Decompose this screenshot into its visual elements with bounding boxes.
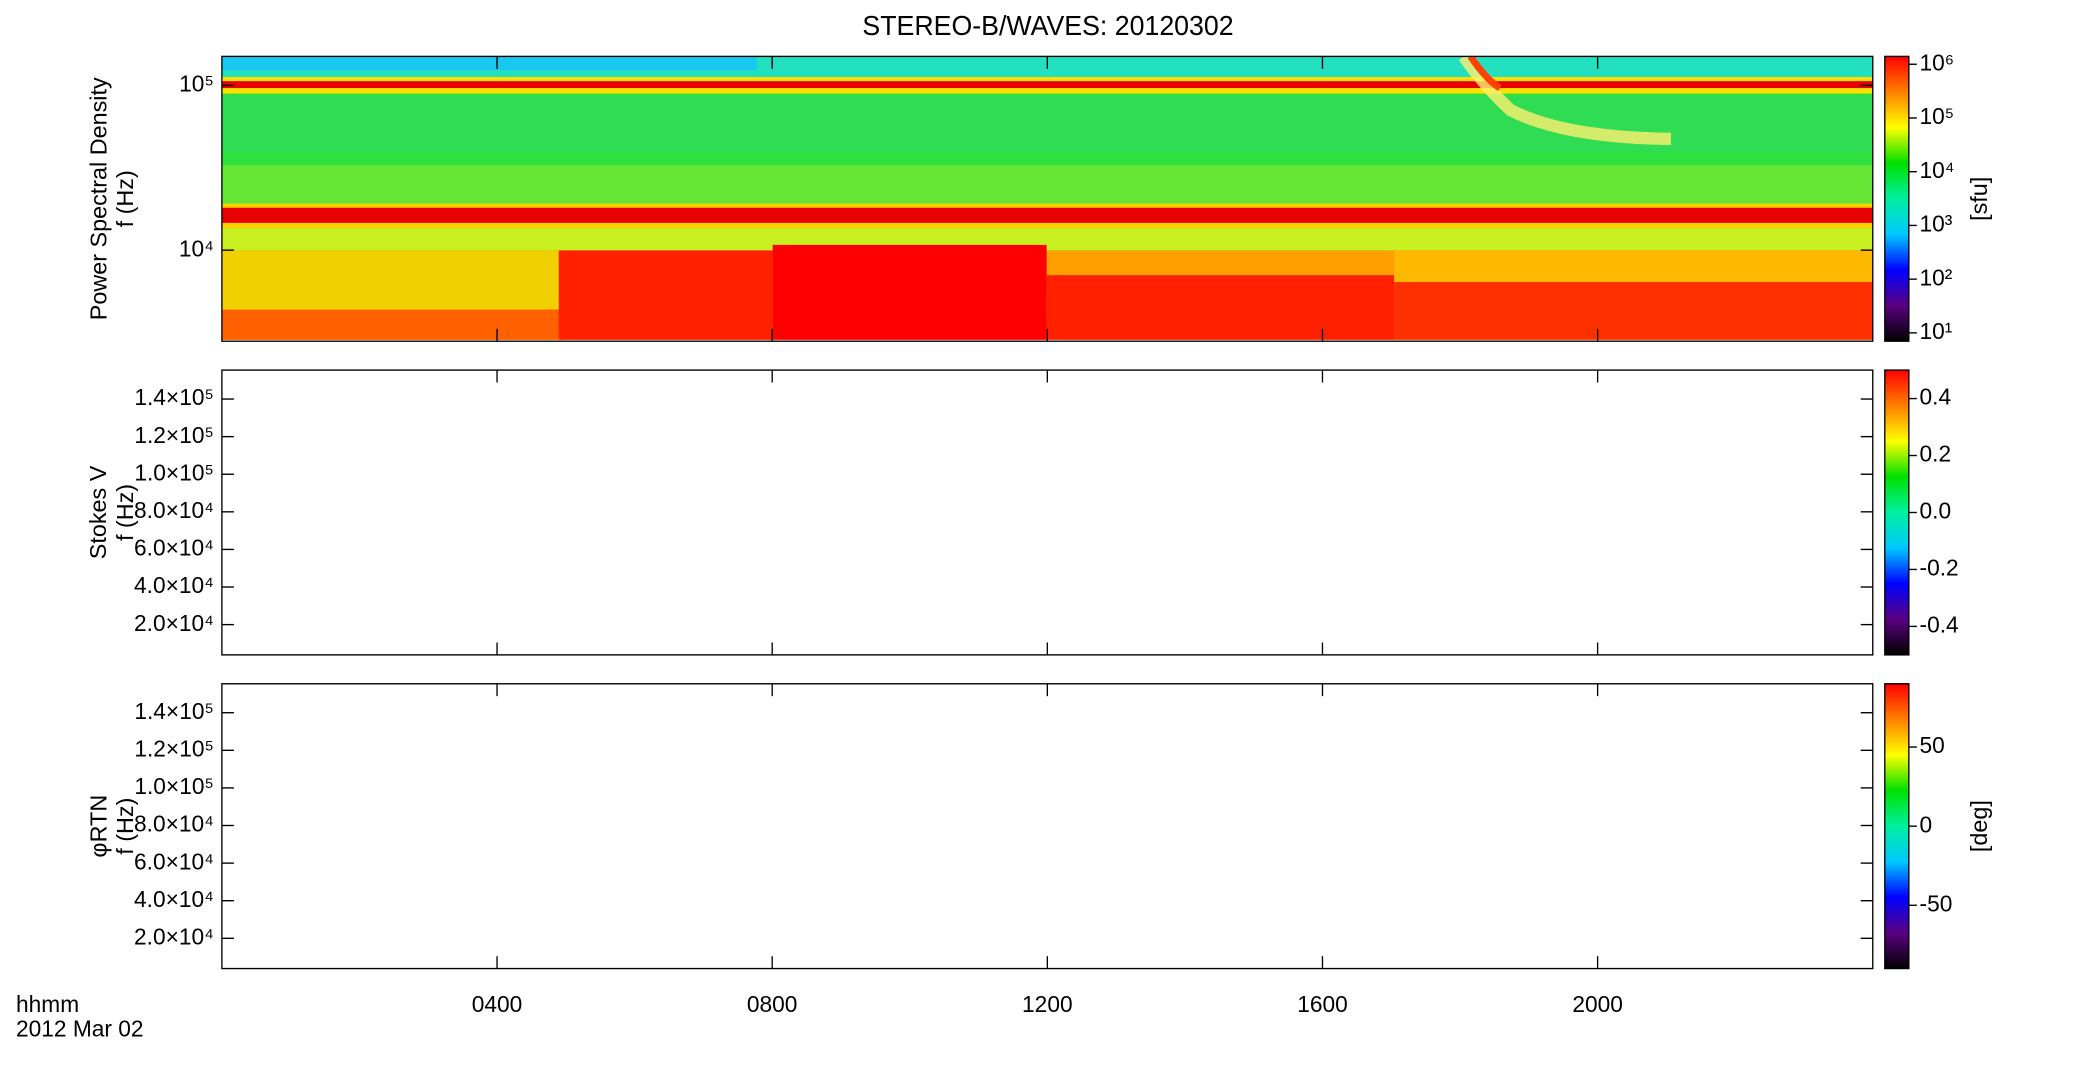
colorbar-label: [deg]: [1966, 800, 1992, 852]
y-tick-label: 10⁴: [179, 235, 214, 261]
colorbar-tick-label: 10⁵: [1920, 103, 1955, 129]
y-tick-label: 8.0×10⁴: [134, 497, 214, 523]
colorbar-tick-label: 0.4: [1920, 383, 1952, 409]
colorbar-label: [sfu]: [1966, 177, 1992, 221]
y-axis-label: Stokes V: [86, 465, 112, 559]
x-tick-label: 2000: [1572, 991, 1623, 1017]
y-axis-label: f (Hz): [112, 170, 138, 227]
chart-title: STEREO-B/WAVES: 20120302: [862, 9, 1233, 40]
y-tick-label: 4.0×10⁴: [134, 886, 214, 912]
y-axis-label: f (Hz): [112, 484, 138, 541]
colorbar-tick-label: 10⁴: [1920, 157, 1955, 183]
colorbar: [1884, 55, 1910, 342]
x-tick-label: 1200: [1022, 991, 1073, 1017]
y-tick-label: 2.0×10⁴: [134, 609, 214, 635]
colorbar-tick-label: 10¹: [1920, 318, 1953, 344]
colorbar-tick-label: 10⁶: [1920, 49, 1955, 75]
colorbar: [1884, 683, 1910, 970]
y-axis-label: f (Hz): [112, 798, 138, 855]
y-tick-label: 1.0×10⁵: [134, 459, 214, 485]
colorbar-tick-label: 10²: [1920, 264, 1953, 290]
x-axis-label: hhmm: [16, 991, 79, 1017]
x-tick-label: 1600: [1297, 991, 1348, 1017]
colorbar-tick-label: 0.0: [1920, 497, 1952, 523]
colorbar: [1884, 369, 1910, 656]
spectrogram-image: [221, 56, 1873, 340]
y-tick-label: 2.0×10⁴: [134, 923, 214, 949]
y-tick-label: 1.4×10⁵: [134, 384, 214, 410]
x-tick-label: 0800: [747, 991, 798, 1017]
y-axis-label: φRTN: [86, 795, 112, 858]
y-tick-label: 10⁵: [179, 70, 214, 96]
colorbar-tick-label: 10³: [1920, 210, 1953, 236]
colorbar-tick-label: 0: [1920, 811, 1933, 837]
y-tick-label: 4.0×10⁴: [134, 572, 214, 598]
plot-frame: [221, 683, 1874, 970]
y-tick-label: 6.0×10⁴: [134, 848, 214, 874]
colorbar-tick-label: -0.4: [1920, 611, 1959, 637]
date-label: 2012 Mar 02: [16, 1015, 144, 1041]
y-tick-label: 1.2×10⁵: [134, 422, 214, 448]
y-tick-label: 1.4×10⁵: [134, 698, 214, 724]
y-tick-label: 1.2×10⁵: [134, 735, 214, 761]
plot-frame: [221, 369, 1874, 656]
colorbar-tick-label: -50: [1920, 890, 1953, 916]
y-tick-label: 6.0×10⁴: [134, 534, 214, 560]
y-tick-label: 1.0×10⁵: [134, 773, 214, 799]
y-axis-label: Power Spectral Density: [86, 77, 112, 320]
colorbar-tick-label: 50: [1920, 732, 1945, 758]
colorbar-tick-label: -0.2: [1920, 554, 1959, 580]
colorbar-tick-label: 0.2: [1920, 440, 1952, 466]
x-tick-label: 0400: [472, 991, 523, 1017]
y-tick-label: 8.0×10⁴: [134, 810, 214, 836]
